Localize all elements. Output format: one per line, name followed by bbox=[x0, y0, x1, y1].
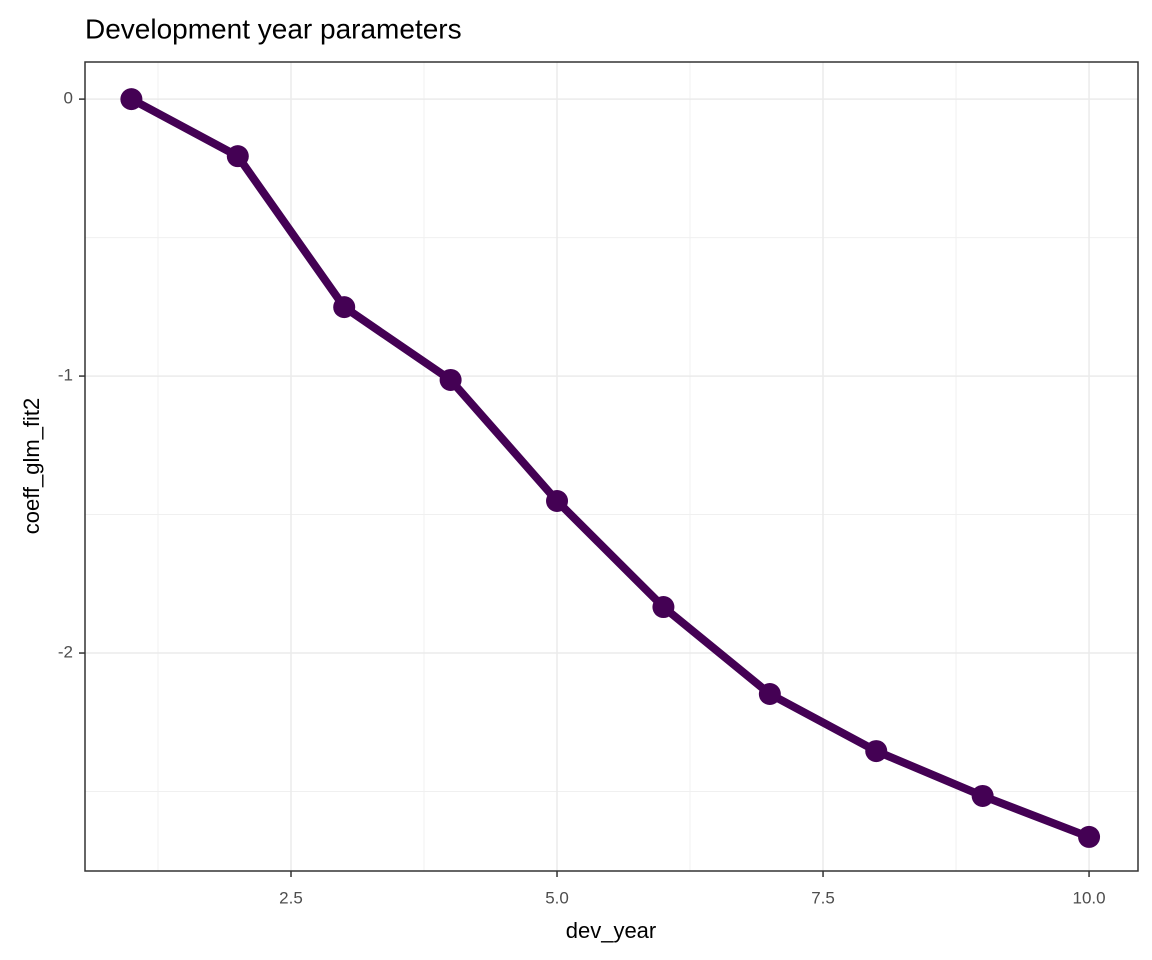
y-axis-title: coeff_glm_fit2 bbox=[19, 398, 44, 535]
y-tick-label: -1 bbox=[58, 366, 73, 385]
point bbox=[758, 683, 781, 706]
point bbox=[226, 145, 249, 168]
y-tick-label: 0 bbox=[64, 89, 73, 108]
point bbox=[546, 489, 569, 512]
point bbox=[652, 596, 675, 619]
point bbox=[1078, 825, 1101, 848]
y-tick-label: -2 bbox=[58, 643, 73, 662]
x-tick-label: 5.0 bbox=[545, 888, 569, 907]
point bbox=[439, 368, 462, 391]
panel-border bbox=[84, 61, 1139, 872]
point bbox=[333, 296, 356, 319]
x-tick-label: 10.0 bbox=[1073, 888, 1106, 907]
point bbox=[865, 740, 888, 763]
x-tick-label: 7.5 bbox=[811, 888, 835, 907]
point bbox=[120, 88, 143, 111]
x-tick-label: 2.5 bbox=[279, 888, 303, 907]
x-axis-title: dev_year bbox=[566, 918, 657, 943]
point bbox=[971, 784, 994, 807]
line bbox=[129, 95, 1091, 841]
chart-title: Development year parameters bbox=[85, 13, 462, 44]
